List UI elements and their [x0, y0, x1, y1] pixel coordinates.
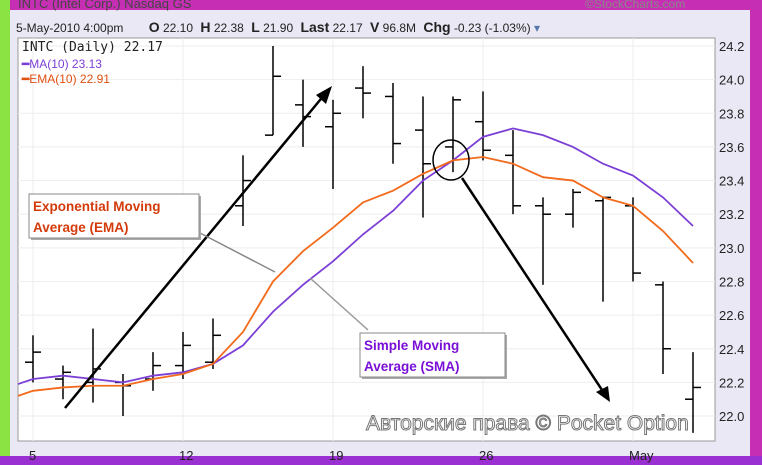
ema-pointer: [199, 232, 276, 273]
x-tick-label: 19: [329, 448, 343, 463]
y-tick-label: 23.2: [719, 207, 744, 222]
ma-line: [17, 127, 694, 385]
ohlc-bar: [55, 365, 71, 400]
y-tick-label: 23.6: [719, 140, 744, 155]
ohlc-bar: [655, 281, 671, 374]
box-bg: [28, 193, 200, 239]
crossover-circle: [432, 139, 470, 181]
box-text: Average (EMA): [33, 220, 129, 235]
y-tick-label: 23.8: [719, 106, 744, 121]
ohlc-bar: [475, 91, 491, 161]
y-tick-label: 22.4: [719, 342, 744, 357]
ohlc-bar: [415, 96, 431, 218]
ohlc-bar: [25, 335, 41, 383]
y-tick-label: 23.0: [719, 241, 744, 256]
ohlc-bar: [505, 130, 521, 215]
ohlc-bar: [265, 46, 281, 136]
ohlc-bar: [385, 83, 401, 164]
box-bg: [359, 332, 506, 378]
legend-ema: ━EMA(10) 22.91: [22, 72, 110, 86]
sma-pointer: [309, 277, 369, 331]
legend-ma: ━MA(10) 23.13: [22, 57, 102, 71]
y-tick-label: 23.4: [719, 174, 744, 189]
down-arrow-head: [596, 386, 610, 402]
y-tick-label: 22.8: [719, 274, 744, 289]
y-tick-label: 24.0: [719, 73, 744, 88]
box-text: Simple Moving: [364, 338, 459, 353]
y-tick-label: 22.0: [719, 409, 744, 424]
watermark: Авторские права © Pocket Option: [366, 412, 690, 436]
x-tick-label: 26: [479, 448, 493, 463]
ohlc-bar: [355, 66, 371, 119]
down-trend-arrow: [460, 177, 606, 394]
x-tick-label: 12: [179, 448, 193, 463]
up-arrow-head: [316, 86, 332, 104]
ema-line: [17, 156, 694, 397]
y-tick-label: 22.2: [719, 375, 744, 390]
dropdown-icon[interactable]: ▾: [533, 21, 541, 35]
y-tick-label: 22.6: [719, 308, 744, 323]
frame-bottom: [0, 456, 762, 465]
legend-symbol: INTC (Daily) 22.17: [22, 40, 163, 55]
up-trend-arrow: [64, 93, 326, 409]
x-tick-label: 5: [29, 448, 36, 463]
frame-left: [0, 0, 10, 465]
ohlc-bar: [205, 318, 221, 369]
ohlc-bar: [535, 197, 551, 285]
y-tick-label: 24.2: [719, 39, 744, 54]
box-text: Average (SMA): [364, 359, 460, 374]
ohlc-bar: [325, 99, 341, 189]
ema-annotation-box: Exponential Moving Average (EMA): [28, 193, 201, 240]
sma-annotation-box: Simple Moving Average (SMA): [359, 332, 507, 379]
x-tick-label: May: [629, 448, 654, 463]
ohlc-bar: [175, 331, 191, 380]
source-label: ©StockCharts.com: [585, 0, 686, 11]
date: 5-May-2010 4:00pm: [16, 21, 124, 35]
chart-title: INTC (Intel Corp.) Nasdaq GS: [18, 0, 192, 11]
box-text: Exponential Moving: [33, 199, 161, 214]
quote-line: 5-May-2010 4:00pm O 22.10 H 22.38 L 21.9…: [16, 19, 541, 35]
ohlc-bar: [565, 188, 581, 228]
ohlc-bar: [685, 352, 701, 433]
ohlc-bar: [235, 155, 251, 226]
